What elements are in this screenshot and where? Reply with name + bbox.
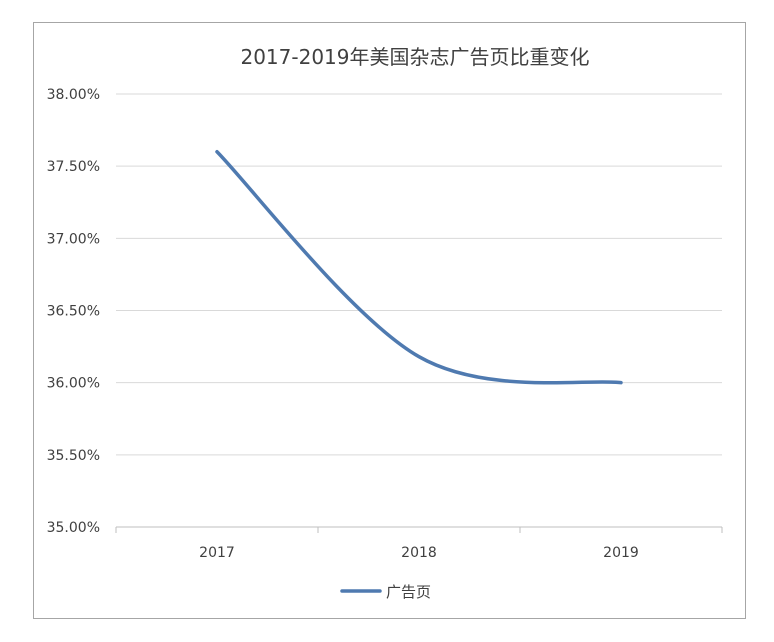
y-tick-label: 37.50% [47,159,100,175]
x-tick-label: 2017 [199,545,235,561]
series-line-0 [215,149,623,385]
y-tick-label: 37.00% [47,231,100,247]
legend-label: 广告页 [386,583,431,601]
x-tick-label: 2019 [603,545,639,561]
y-tick-label: 35.50% [47,448,100,464]
y-tick-label: 35.00% [47,520,100,536]
y-tick-label: 38.00% [47,87,100,103]
y-tick-label: 36.00% [47,376,100,392]
x-tick-label: 2018 [401,545,437,561]
chart-title: 2017-2019年美国杂志广告页比重变化 [240,45,589,69]
chart-frame [33,22,746,619]
y-tick-label: 36.50% [47,304,100,320]
